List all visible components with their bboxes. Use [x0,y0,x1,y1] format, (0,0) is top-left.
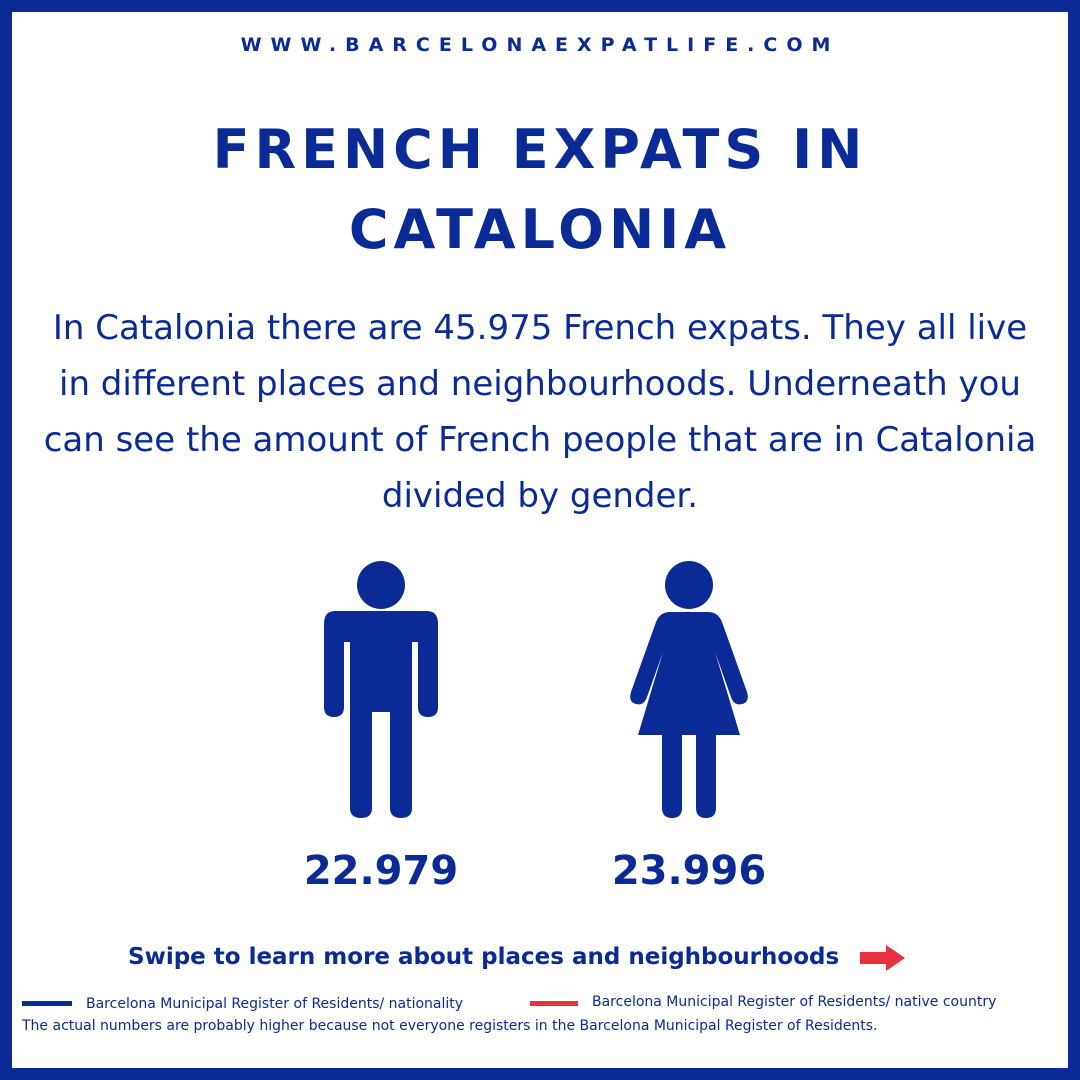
legend-entry: Barcelona Municipal Register of Resident… [86,996,464,1012]
footnote: The actual numbers are probably higher b… [22,1018,878,1034]
women-count: 23.996 [611,848,767,894]
legend-swatch-blue [22,1001,72,1006]
swipe-arrow [860,945,905,971]
decor [22,561,905,1006]
legend-swatch-red [530,1001,578,1006]
title: FRENCH EXPATS IN CATALONIA [212,118,868,261]
website-url: WWW.BARCELONAEXPATLIFE.COM [240,34,840,56]
swipe-prompt: Swipe to learn more about places and nei… [128,944,840,970]
woman-icon [630,561,748,818]
man-icon [324,561,438,818]
intro-text: In Catalonia there are 45.975 French exp… [43,308,1037,516]
legend-entry: Barcelona Municipal Register of Resident… [592,994,997,1010]
men-count: 22.979 [303,848,459,894]
